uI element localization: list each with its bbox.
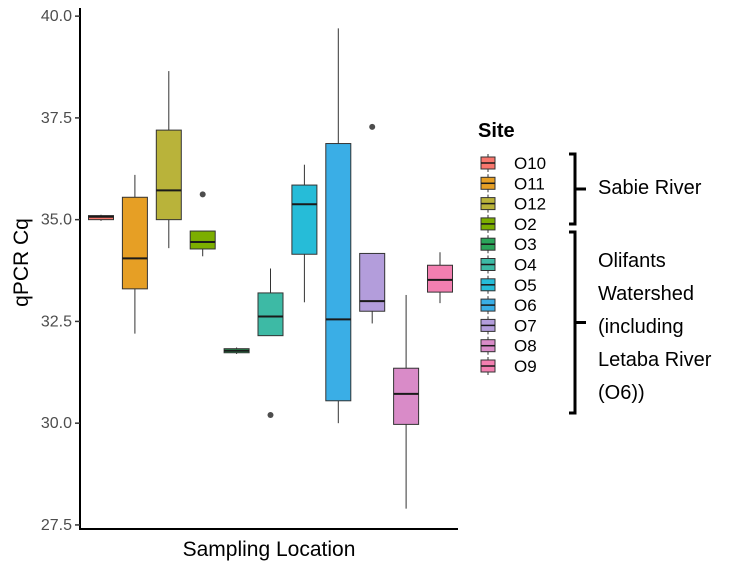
box-iqr	[393, 367, 420, 425]
legend-key-o12: O12	[480, 194, 546, 214]
legend-label: O9	[514, 357, 537, 376]
group-annotations: Sabie River Olifants Watershed (includin…	[569, 152, 712, 415]
legend-key-o7: O7	[480, 316, 537, 335]
group-bracket	[569, 152, 586, 226]
legend-label: O6	[514, 296, 537, 315]
olifants-label-line: Olifants	[598, 250, 666, 272]
box-o3	[223, 347, 250, 354]
legend-label: O7	[514, 316, 537, 335]
legend-label: O3	[514, 235, 537, 254]
olifants-label-line: (O6))	[598, 382, 645, 404]
legend-label: O5	[514, 276, 537, 295]
box-o11	[121, 174, 148, 334]
box-iqr	[291, 184, 318, 255]
box-o7	[359, 123, 386, 324]
box-iqr	[189, 230, 216, 250]
box-o5	[291, 164, 318, 303]
outlier-point	[199, 191, 206, 198]
legend-key-o5: O5	[480, 275, 537, 295]
box-o10	[88, 214, 114, 221]
x-axis-title: Sampling Location	[183, 538, 356, 561]
box-o2	[189, 191, 216, 257]
y-tick-label: 40.0	[41, 8, 72, 25]
legend-title: Site	[478, 120, 515, 142]
legend-label: O2	[514, 215, 537, 234]
outlier-point	[267, 412, 274, 419]
outlier-point	[369, 123, 376, 130]
y-axis-title: qPCR Cq	[10, 218, 33, 307]
box-iqr	[325, 143, 352, 402]
legend-label: O8	[514, 337, 537, 356]
box-iqr	[257, 292, 284, 337]
legend-key-o4: O4	[480, 255, 537, 275]
legend-label: O11	[514, 174, 545, 193]
legend-key-o11: O11	[480, 174, 545, 193]
box-o6	[325, 28, 352, 424]
box-o12	[155, 71, 182, 249]
legend-key-o9: O9	[480, 357, 537, 376]
legend-key-o10: O10	[480, 154, 546, 173]
legend-key-o3: O3	[480, 235, 537, 254]
box-iqr	[427, 264, 453, 293]
y-tick-label: 30.0	[41, 415, 72, 432]
legend-key-o8: O8	[480, 336, 537, 356]
legend-label: O4	[514, 256, 537, 275]
y-tick-label: 35.0	[41, 212, 72, 229]
olifants-label-line: Watershed	[598, 283, 694, 305]
box-o9	[427, 252, 453, 304]
olifants-label-line: (including	[598, 316, 684, 338]
box-o8	[393, 294, 420, 509]
legend-label: O12	[514, 195, 546, 214]
y-tick-label: 32.5	[41, 313, 72, 330]
box-iqr	[121, 196, 148, 290]
box-o4	[257, 268, 284, 419]
y-tick-label: 37.5	[41, 110, 72, 127]
legend-key-o2: O2	[480, 214, 537, 234]
y-tick-label: 27.5	[41, 517, 72, 534]
legend-label: O10	[514, 154, 546, 173]
sabie-river-label: Sabie River	[598, 177, 702, 199]
group-bracket	[569, 230, 586, 415]
box-iqr	[155, 129, 182, 221]
plot-area	[88, 28, 453, 509]
axes: Sampling Location qPCR Cq 27.5 30.0 32.5 35…	[10, 8, 458, 561]
legend-key-o6: O6	[480, 296, 537, 315]
box-iqr	[359, 252, 386, 312]
olifants-label-line: Letaba River	[598, 349, 712, 371]
